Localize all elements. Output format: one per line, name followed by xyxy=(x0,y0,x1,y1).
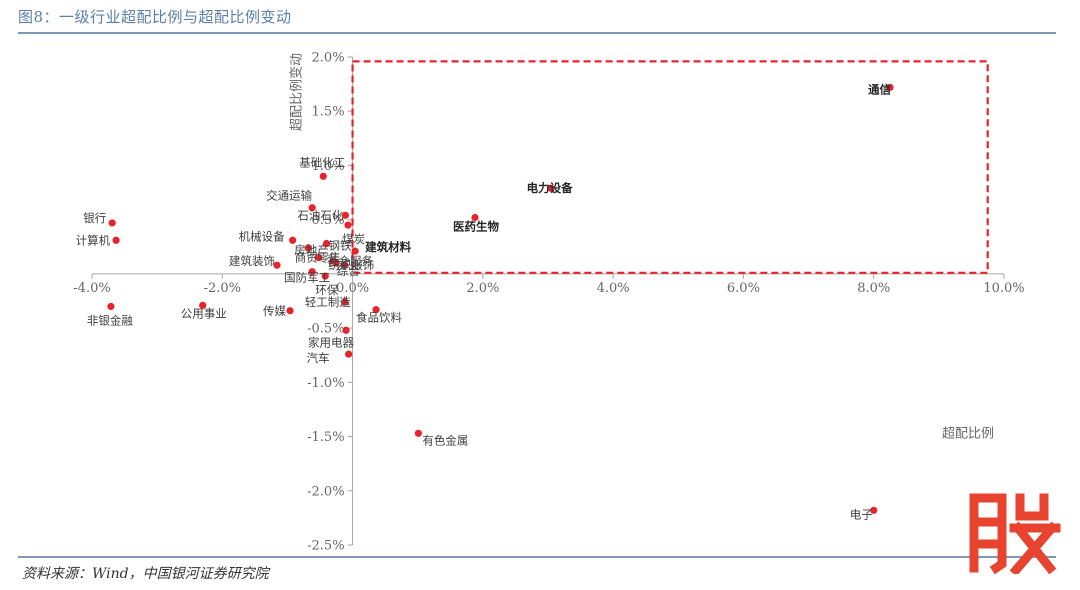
point-label: 电力设备 xyxy=(527,181,573,195)
point-label: 综合 xyxy=(337,264,360,278)
y-tick-label: -1.0% xyxy=(307,376,344,391)
point-label: 通信 xyxy=(868,82,891,96)
point-label: 汽车 xyxy=(307,351,330,365)
data-point xyxy=(372,306,380,314)
figure-title: 图8：一级行业超配比例与超配比例变动 xyxy=(18,8,292,26)
point-label: 有色金属 xyxy=(422,433,468,447)
x-tick-label: 10.0% xyxy=(983,281,1024,296)
data-point xyxy=(286,307,294,315)
x-tick-label: -2.0% xyxy=(204,281,241,296)
data-point xyxy=(341,261,349,269)
point-label: 银行 xyxy=(83,211,106,225)
x-tick-label: 4.0% xyxy=(597,281,630,296)
point-label: 公用事业 xyxy=(181,306,227,320)
point-label: 家用电器 xyxy=(308,335,354,349)
y-tick-label: 2.0% xyxy=(312,51,345,66)
data-point xyxy=(341,211,350,219)
data-point xyxy=(108,219,116,227)
point-label: 非银金融 xyxy=(87,313,133,327)
data-point xyxy=(199,301,207,309)
x-tick-label: 8.0% xyxy=(857,281,890,296)
x-axis-title: 超配比例 xyxy=(942,426,994,441)
point-label: 房地产 xyxy=(294,243,329,257)
brand-logo xyxy=(969,493,1061,574)
source-rule xyxy=(18,556,1056,558)
y-tick-label: -1.5% xyxy=(307,430,344,445)
point-label: 医药生物 xyxy=(453,219,499,233)
data-point xyxy=(345,350,353,358)
point-label: 轻工制造 xyxy=(305,295,351,309)
point-label: 环保 xyxy=(315,283,338,297)
y-tick-label: -2.0% xyxy=(307,484,344,499)
data-point xyxy=(273,261,281,269)
data-point xyxy=(321,272,329,280)
point-label: 交通运输 xyxy=(266,189,312,203)
data-point xyxy=(319,172,327,180)
point-label: 建筑装饰 xyxy=(229,254,275,268)
point-label: 计算机 xyxy=(76,233,111,247)
data-point xyxy=(304,244,312,252)
x-tick-label: 6.0% xyxy=(727,281,760,296)
data-point xyxy=(308,268,316,276)
highlight-box-layer xyxy=(351,60,989,274)
data-point xyxy=(344,221,352,229)
data-point xyxy=(342,326,350,334)
data-point xyxy=(322,239,331,248)
point-label: 传媒 xyxy=(263,304,286,318)
data-point xyxy=(351,247,359,255)
point-label: 钢铁 xyxy=(329,239,352,253)
title-rule xyxy=(18,32,1056,34)
point-label: 煤炭 xyxy=(342,232,365,246)
point-label: 社会服务 xyxy=(327,254,373,268)
point-label: 商贸零售 xyxy=(295,251,341,265)
point-label: 电子 xyxy=(850,507,873,521)
data-point xyxy=(886,83,894,91)
point-label: 机械设备 xyxy=(239,229,285,243)
scatter-chart: -4.0% -2.0% 0.0% 2.0% 4.0% 6.0% 8.0% 10.0% 2.0% 1… xyxy=(73,51,1024,554)
point-label: 基础化工 xyxy=(299,155,345,169)
y-tick-label: -0.5% xyxy=(307,322,344,337)
data-point xyxy=(341,298,349,306)
x-tick-label: 0.0% xyxy=(336,281,369,296)
data-point xyxy=(308,204,316,212)
data-point xyxy=(414,429,422,437)
data-point xyxy=(547,184,555,192)
data-point xyxy=(112,236,120,244)
data-point xyxy=(315,254,323,262)
y-axis-title: 超配比例变动 xyxy=(289,53,305,131)
x-tick-label: -4.0% xyxy=(73,281,110,296)
points-layer xyxy=(107,83,894,514)
data-point xyxy=(870,506,878,514)
y-tick-label: 0.5% xyxy=(312,213,345,228)
point-label: 建筑材料 xyxy=(365,240,411,254)
y-tick-label: 1.0% xyxy=(312,159,345,174)
point-label: 石油石化 xyxy=(297,208,343,222)
data-point xyxy=(289,236,297,244)
point-label: 国防军工 xyxy=(284,271,330,285)
data-point xyxy=(107,302,115,311)
y-tick-label: -2.5% xyxy=(307,539,344,554)
axes-layer: -4.0% -2.0% 0.0% 2.0% 4.0% 6.0% 8.0% 10.0% 2.0% 1… xyxy=(73,51,1024,554)
data-point xyxy=(332,259,340,267)
data-point xyxy=(471,213,479,222)
x-tick-label: 2.0% xyxy=(466,281,499,296)
point-label: 食品饮料 xyxy=(356,311,402,325)
highlight-box xyxy=(351,60,989,274)
y-tick-label: 1.5% xyxy=(312,105,345,120)
source-note: 资料来源：Wind，中国银河证券研究院 xyxy=(22,566,269,582)
point-label: 纺织服饰 xyxy=(328,258,374,272)
